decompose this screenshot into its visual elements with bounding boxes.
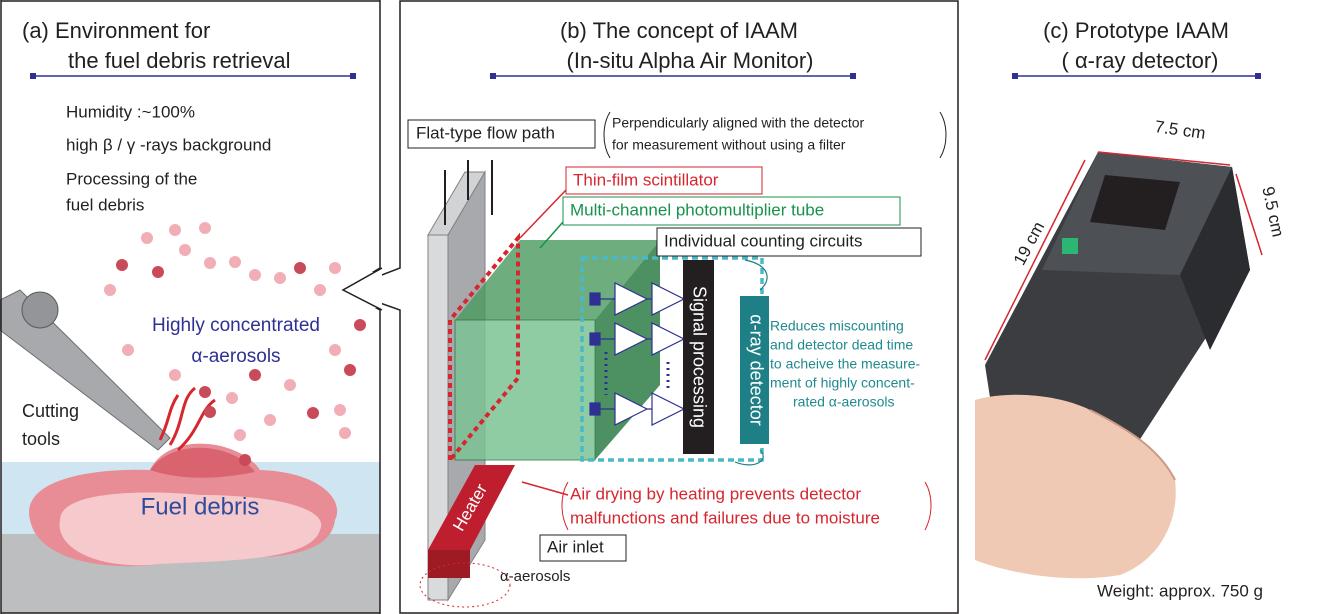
pmt-label: Multi-channel photomultiplier tube — [570, 200, 824, 219]
circuits-label: Individual counting circuits — [664, 231, 862, 250]
detector-note: rated α-aerosols — [793, 394, 894, 410]
condition: Humidity :~100% — [66, 102, 195, 121]
aerosol-label: Highly concentrated — [152, 315, 320, 336]
inlet-aerosols: α-aerosols — [500, 568, 570, 585]
detector-note: to acheive the measure- — [770, 356, 921, 372]
panel-b: (b) The concept of IAAM (In-situ Alpha A… — [340, 1, 958, 613]
flow-note: Perpendicularly aligned with the detecto… — [612, 115, 864, 131]
panel-title: the fuel debris retrieval — [68, 48, 291, 73]
width-label: 7.5 cm — [1154, 117, 1207, 143]
underline-end — [350, 73, 356, 79]
underline-end — [1255, 73, 1261, 79]
panel-title: (a) Environment for — [22, 18, 210, 43]
heater-note: Air drying by heating prevents detector — [570, 484, 861, 503]
tool-label: tools — [22, 429, 60, 449]
panel-title: ( α-ray detector) — [1062, 48, 1219, 73]
panel-title: (c) Prototype IAAM — [1043, 18, 1229, 43]
tool-joint — [22, 292, 58, 328]
tool-label: Cutting — [22, 401, 79, 421]
condition: high β / γ -rays background — [66, 135, 271, 154]
detector-label: α-ray detector — [746, 314, 766, 425]
condition: fuel debris — [66, 195, 144, 214]
underline-end — [30, 73, 36, 79]
notch-fill — [340, 272, 382, 308]
panel-title: (In-situ Alpha Air Monitor) — [567, 48, 814, 73]
figure: (a) Environment for the fuel debris retr… — [0, 0, 1318, 614]
page: (a) Environment for the fuel debris retr… — [0, 0, 1318, 614]
detector-note: ment of highly concent- — [770, 375, 915, 391]
detector-window — [1090, 175, 1180, 230]
panel-c: (c) Prototype IAAM ( α-ray detector) 7.5… — [975, 18, 1288, 601]
signal-processing: Signal processing — [689, 286, 709, 428]
detector-note: and detector dead time — [770, 337, 913, 353]
indicator — [1062, 238, 1078, 254]
flow-path-label: Flat-type flow path — [416, 123, 555, 142]
condition: Processing of the — [66, 169, 197, 188]
weight-label: Weight: approx. 750 g — [1097, 581, 1263, 600]
height-label: 9.5 cm — [1258, 185, 1287, 239]
underline-end — [1012, 73, 1018, 79]
debris-label: Fuel debris — [141, 493, 260, 520]
pmt-front — [455, 320, 595, 460]
flow-note: for measurement without using a filter — [612, 137, 846, 153]
panel-a: (a) Environment for the fuel debris retr… — [0, 0, 380, 614]
detector-note: Reduces miscounting — [770, 318, 904, 334]
scintillator-label: Thin-film scintillator — [573, 170, 719, 189]
aerosol-label: α-aerosols — [191, 346, 280, 367]
heater-note: malfunctions and failures due to moistur… — [570, 508, 880, 527]
panel-title: (b) The concept of IAAM — [560, 18, 798, 43]
underline-end — [850, 73, 856, 79]
air-inlet-label: Air inlet — [547, 537, 604, 556]
underline-end — [490, 73, 496, 79]
